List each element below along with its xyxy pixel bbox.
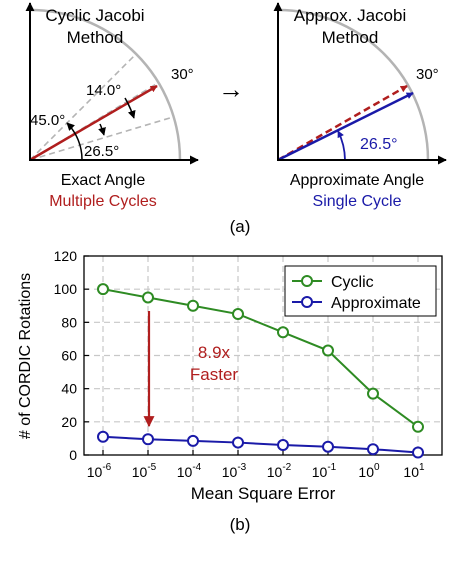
data-point-approximate [142,433,154,446]
right-title-line2: Method [322,28,379,47]
data-point-approximate [232,436,244,449]
x-tick-label: 10-6 [87,462,112,480]
right-blue-arrow [277,91,414,162]
data-point-approximate [322,440,334,453]
data-point-approximate [412,446,424,459]
y-tick-label: 100 [54,281,78,297]
data-point-cyclic [97,283,109,296]
x-tick-label: 10-2 [267,462,292,480]
x-tick-label: 10-3 [222,462,247,480]
data-point-cyclic [232,308,244,321]
y-tick-label: 40 [61,381,77,397]
series-line-cyclic [102,288,419,428]
data-point-approximate [187,434,199,447]
left-title-line1: Cyclic Jacobi [45,6,144,25]
series-line-approximate [102,435,419,454]
left-angle-30-label: 30° [171,66,194,83]
left-red-arrow [29,84,158,162]
left-caption-line1: Exact Angle [61,172,146,189]
speedup-label-line2: Faster [190,365,239,384]
right-blue-angle-arc [337,130,346,161]
data-point-approximate [97,430,109,443]
data-point-cyclic [142,291,154,304]
data-point-cyclic [322,344,334,357]
x-tick-label: 10-1 [312,462,337,480]
y-tick-label: 20 [61,414,77,430]
right-angle-30-label: 30° [416,66,439,83]
series-layer [97,283,424,459]
legend-cyclic-marker [301,275,313,287]
data-point-approximate [367,443,379,456]
x-tick-label: 10-4 [177,462,202,480]
y-ticks: 0 20 40 60 80 100 120 [54,248,89,463]
right-arrow-icon: → [218,74,244,104]
left-caption-line2: Multiple Cycles [49,193,157,210]
legend-cyclic-label: Cyclic [331,274,374,291]
data-point-approximate [277,439,289,452]
speedup-label-line1: 8.9x [198,343,231,362]
left-dashed-ray-45 [29,53,137,161]
data-point-cyclic [412,420,424,433]
panel-a-label: (a) [230,217,251,236]
panel-a-left-diagram: Cyclic Jacobi Method 30° 14.0° 45.0° 26.… [25,2,199,210]
y-tick-label: 60 [61,348,77,364]
data-point-cyclic [367,387,379,400]
panel-b-label: (b) [230,515,251,534]
left-dashed-ray-17 [29,116,174,161]
right-caption-line1: Approximate Angle [290,172,424,189]
y-axis-label: # of CORDIC Rotations [17,273,34,439]
y-tick-label: 0 [69,447,77,463]
left-arc-45 [66,122,83,161]
data-point-cyclic [277,326,289,339]
left-title-line2: Method [67,28,124,47]
x-axis-label: Mean Square Error [191,484,336,503]
left-angle-14-label: 14.0° [86,82,121,99]
legend-box [284,265,437,317]
data-point-cyclic [187,299,199,312]
chart-legend: Cyclic Approximate [284,265,437,317]
legend-approximate-marker [301,296,313,308]
legend-approximate-label: Approximate [331,295,421,312]
left-arc-14 [124,97,136,119]
left-angle-45-label: 45.0° [30,112,65,129]
left-quarter-arc [29,8,182,161]
x-tick-label: 100 [358,462,380,480]
y-tick-label: 80 [61,314,77,330]
right-caption-line2: Single Cycle [313,193,402,210]
right-angle-26-label: 26.5° [360,136,398,153]
right-red-dashed-arrow [277,84,408,162]
y-tick-label: 120 [54,248,78,264]
left-angle-26-label: 26.5° [84,143,119,160]
left-arc-26 [98,123,106,136]
right-title-line1: Approx. Jacobi [294,6,406,25]
right-quarter-arc [277,8,430,161]
x-tick-label: 10-5 [132,462,157,480]
panel-a-right-diagram: Approx. Jacobi Method 30° 26.5° Approxim… [273,2,447,210]
x-tick-label: 101 [403,462,425,480]
cordic-rotations-chart: 0 20 40 60 80 100 120 10-6 10-5 10-4 10-3 10-2 10-1… [17,248,443,503]
